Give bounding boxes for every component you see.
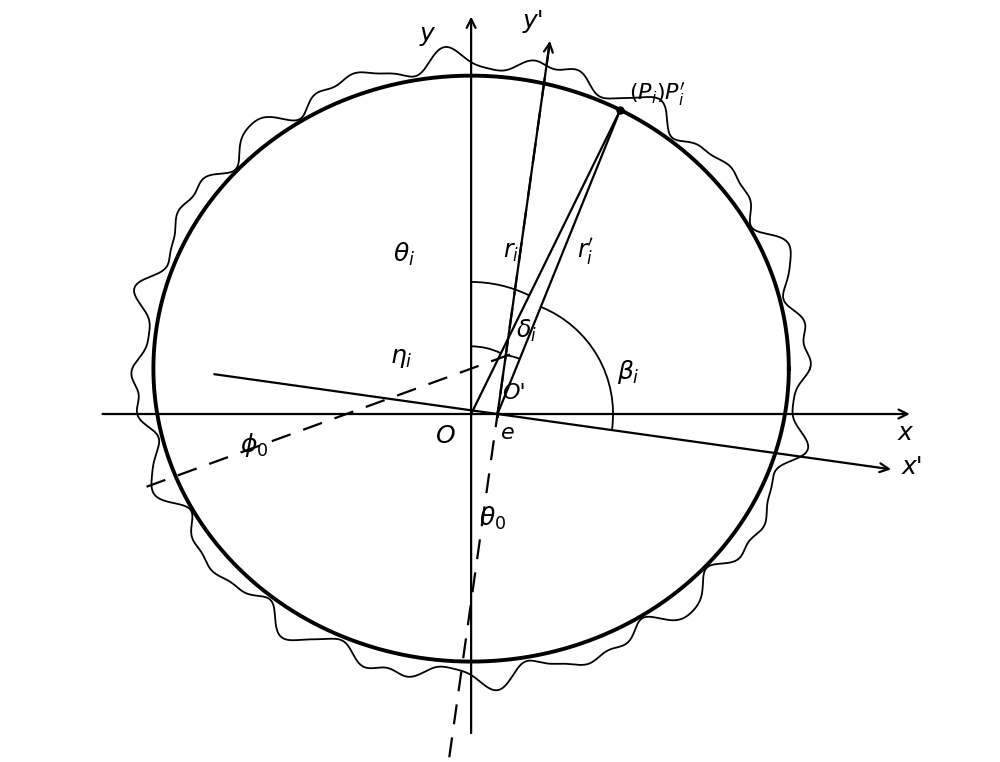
Text: y: y <box>419 22 434 46</box>
Text: O: O <box>436 424 456 448</box>
Text: $\eta_i$: $\eta_i$ <box>390 346 413 370</box>
Text: O': O' <box>502 383 526 403</box>
Text: $(P_i)P_i'$: $(P_i)P_i'$ <box>629 81 685 108</box>
Text: e: e <box>501 423 515 443</box>
Text: x': x' <box>902 455 924 479</box>
Text: x: x <box>898 421 913 446</box>
Text: $r_i$: $r_i$ <box>503 240 519 264</box>
Text: $\phi_0$: $\phi_0$ <box>240 431 268 459</box>
Text: $r_i'$: $r_i'$ <box>577 236 594 267</box>
Text: y': y' <box>522 9 544 34</box>
Text: $\theta_i$: $\theta_i$ <box>393 240 415 267</box>
Text: $\theta_0$: $\theta_0$ <box>479 504 507 532</box>
Text: $\beta_i$: $\beta_i$ <box>617 358 640 386</box>
Text: $\delta_i$: $\delta_i$ <box>516 318 537 344</box>
